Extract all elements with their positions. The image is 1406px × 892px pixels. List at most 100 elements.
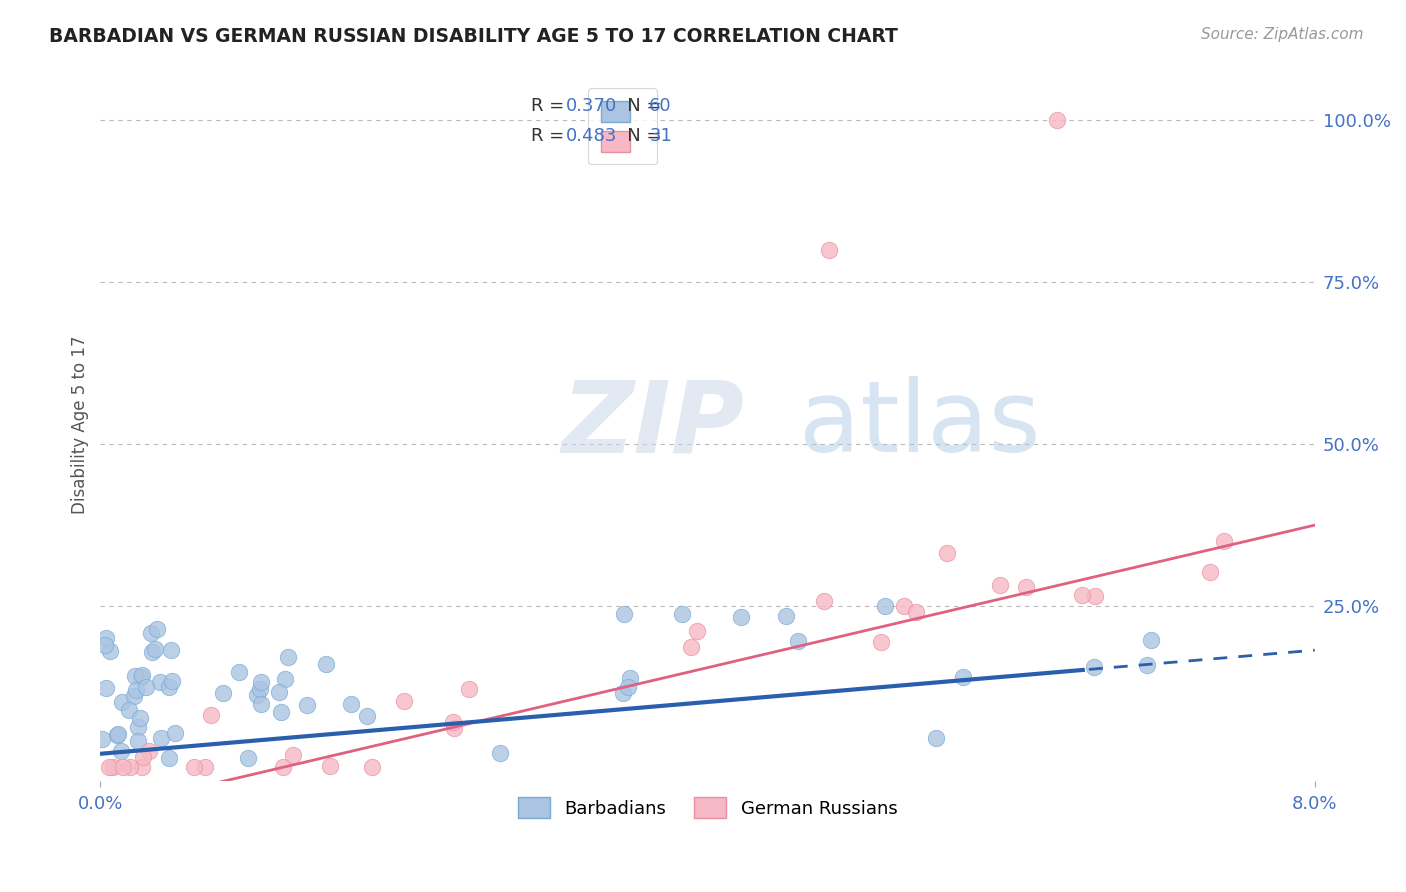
Point <box>818 243 841 257</box>
Point <box>1212 534 1234 549</box>
Point <box>441 714 464 729</box>
Point <box>1139 632 1161 647</box>
Point <box>94 631 117 645</box>
Point <box>141 645 163 659</box>
Point <box>194 760 217 774</box>
Point <box>162 674 184 689</box>
Point <box>200 708 222 723</box>
Point <box>129 670 152 684</box>
Text: ZIP: ZIP <box>562 376 745 474</box>
Point <box>110 743 132 757</box>
Point <box>1135 657 1157 672</box>
Point <box>457 681 479 696</box>
Point <box>671 607 693 621</box>
Point <box>613 607 636 622</box>
Point <box>686 624 709 638</box>
Point <box>146 623 169 637</box>
Legend: Barbadians, German Russians: Barbadians, German Russians <box>510 790 904 825</box>
Point <box>270 706 292 720</box>
Point <box>105 728 128 742</box>
Point <box>112 760 135 774</box>
Point <box>283 747 305 762</box>
Point <box>904 605 927 619</box>
Text: 0.370: 0.370 <box>565 97 617 115</box>
Text: N =: N = <box>610 127 668 145</box>
Point <box>269 685 291 699</box>
Text: R =: R = <box>531 97 571 115</box>
Point <box>135 680 157 694</box>
Point <box>94 638 117 652</box>
Point <box>236 751 259 765</box>
Point <box>125 683 148 698</box>
Point <box>875 599 897 614</box>
Point <box>869 635 891 649</box>
Point <box>319 758 342 772</box>
Point <box>295 698 318 712</box>
Point <box>1046 113 1069 128</box>
Point <box>315 657 337 671</box>
Point <box>249 674 271 689</box>
Point <box>91 731 114 746</box>
Text: 31: 31 <box>650 127 672 145</box>
Point <box>157 680 180 694</box>
Point <box>271 760 294 774</box>
Text: N =: N = <box>610 97 668 115</box>
Point <box>138 744 160 758</box>
Y-axis label: Disability Age 5 to 17: Disability Age 5 to 17 <box>72 335 89 514</box>
Point <box>249 682 271 697</box>
Point <box>98 760 121 774</box>
Point <box>1015 580 1038 594</box>
Point <box>488 746 510 760</box>
Point <box>443 721 465 735</box>
Point <box>1199 565 1222 579</box>
Point <box>612 686 634 700</box>
Point <box>103 760 125 774</box>
Point <box>619 672 641 686</box>
Point <box>127 720 149 734</box>
Point <box>617 680 640 694</box>
Point <box>274 672 297 686</box>
Point <box>813 594 835 608</box>
Point <box>118 760 141 774</box>
Point <box>988 578 1011 592</box>
Point <box>107 726 129 740</box>
Point <box>131 668 153 682</box>
Point <box>131 760 153 774</box>
Point <box>163 726 186 740</box>
Point <box>1084 589 1107 603</box>
Point <box>1083 660 1105 674</box>
Point <box>924 731 946 745</box>
Point <box>1070 588 1092 602</box>
Point <box>952 670 974 684</box>
Text: BARBADIAN VS GERMAN RUSSIAN DISABILITY AGE 5 TO 17 CORRELATION CHART: BARBADIAN VS GERMAN RUSSIAN DISABILITY A… <box>49 27 898 45</box>
Point <box>936 546 959 560</box>
Point <box>111 695 134 709</box>
Point <box>246 688 269 702</box>
Point <box>157 750 180 764</box>
Point <box>392 694 415 708</box>
Point <box>340 697 363 711</box>
Point <box>124 669 146 683</box>
Text: R =: R = <box>531 127 571 145</box>
Point <box>786 634 808 648</box>
Point <box>730 610 752 624</box>
Point <box>228 665 250 680</box>
Point <box>129 711 152 725</box>
Point <box>139 625 162 640</box>
Point <box>143 642 166 657</box>
Point <box>681 640 703 654</box>
Point <box>361 760 384 774</box>
Point <box>100 644 122 658</box>
Text: 60: 60 <box>650 97 672 115</box>
Point <box>356 709 378 723</box>
Point <box>160 642 183 657</box>
Point <box>277 650 299 665</box>
Point <box>150 731 173 746</box>
Point <box>183 760 205 774</box>
Text: atlas: atlas <box>799 376 1040 474</box>
Point <box>775 608 797 623</box>
Point <box>118 703 141 717</box>
Point <box>212 685 235 699</box>
Point <box>94 681 117 695</box>
Point <box>127 734 149 748</box>
